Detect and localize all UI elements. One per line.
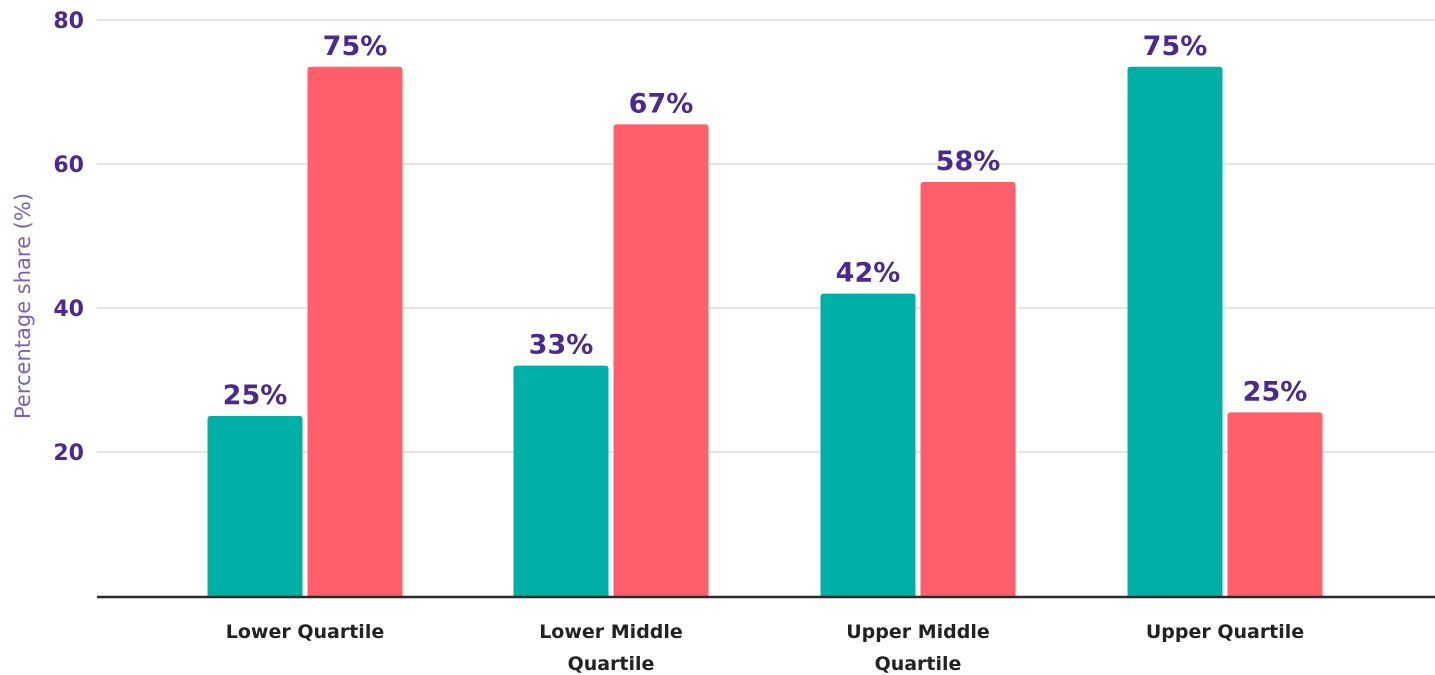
bar <box>1127 66 1223 597</box>
bar <box>207 416 303 596</box>
x-tick-label-line: Upper Quartile <box>1146 621 1304 643</box>
x-tick-label-line: Quartile <box>568 653 655 675</box>
data-label: 42% <box>836 258 901 289</box>
data-label: 75% <box>323 31 388 62</box>
data-label: 67% <box>629 88 694 119</box>
x-tick-label-line: Lower Quartile <box>226 621 384 643</box>
x-tick-label-line: Lower Middle <box>539 621 683 643</box>
x-tick-label-line: Upper Middle <box>846 621 990 643</box>
x-tick-label-line: Quartile <box>875 653 962 675</box>
y-tick-label: 20 <box>53 441 84 466</box>
bar <box>307 66 403 597</box>
y-tick-label: 60 <box>53 153 84 178</box>
y-tick-label: 80 <box>53 9 84 34</box>
bar <box>1227 412 1323 596</box>
data-label: 33% <box>529 330 594 361</box>
bar <box>613 124 709 597</box>
bar <box>513 365 609 596</box>
bar <box>820 293 916 596</box>
data-label: 75% <box>1143 31 1208 62</box>
y-axis-label: Percentage share (%) <box>11 193 35 419</box>
data-label: 25% <box>223 380 288 411</box>
data-label: 58% <box>936 146 1001 177</box>
bar <box>920 182 1016 596</box>
x-tick-label: Upper Quartile <box>1146 621 1304 643</box>
x-tick-label: Lower Middle Quartile <box>539 621 683 675</box>
x-tick-label: Upper Middle Quartile <box>846 621 990 675</box>
axes: 20 40 60 80 Lower Quartile Lower Middle Quarti… <box>53 9 1435 675</box>
data-labels: 25% 33% 42% 75% 75% 67% 58% 25% <box>223 31 1308 411</box>
y-tick-label: 40 <box>53 297 84 322</box>
x-tick-label: Lower Quartile <box>226 621 384 643</box>
bars <box>207 66 1323 597</box>
data-label: 25% <box>1243 376 1308 407</box>
gridlines <box>97 19 1435 453</box>
